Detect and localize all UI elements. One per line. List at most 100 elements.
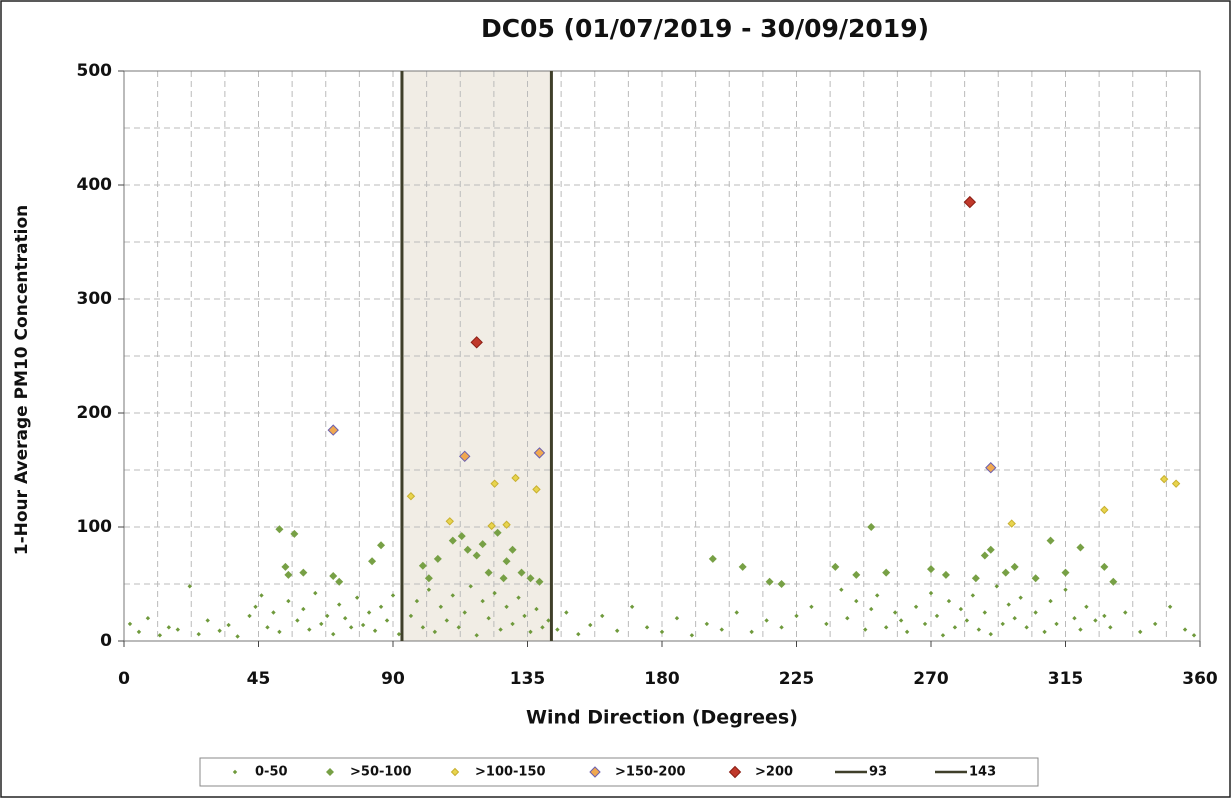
point (406, 492, 416, 501)
point (444, 618, 449, 623)
point (614, 628, 620, 633)
point (253, 604, 258, 609)
point (564, 610, 569, 615)
legend-marker (728, 765, 742, 779)
point (898, 618, 904, 623)
point (175, 627, 180, 632)
point (1191, 633, 1197, 638)
point (824, 621, 829, 627)
point (281, 562, 290, 571)
point (940, 633, 946, 638)
point (941, 570, 950, 579)
point (502, 557, 511, 566)
point (934, 613, 940, 619)
point (1000, 621, 1005, 627)
point (490, 479, 499, 488)
point (883, 625, 889, 630)
point (779, 625, 784, 630)
point (468, 584, 473, 589)
point (986, 545, 995, 554)
point (1159, 474, 1169, 484)
point (1093, 618, 1098, 623)
chart-title: DC05 (01/07/2019 - 30/09/2019) (481, 14, 929, 43)
point (384, 618, 390, 623)
point (508, 545, 517, 554)
point (892, 610, 898, 615)
point (275, 525, 284, 534)
point (1102, 613, 1107, 619)
point (1012, 616, 1017, 621)
point (448, 536, 457, 545)
point (1108, 625, 1113, 630)
point (377, 541, 386, 550)
point (1001, 568, 1010, 577)
point (528, 629, 533, 635)
point (187, 584, 192, 589)
y-tick-label: 300 (77, 289, 113, 309)
point (1042, 629, 1047, 635)
x-axis-label: Wind Direction (Degrees) (526, 707, 798, 729)
point (927, 565, 935, 574)
point (235, 634, 240, 639)
point (450, 593, 455, 598)
point (372, 628, 378, 633)
point (517, 568, 526, 577)
point (445, 517, 454, 526)
x-tick-label: 135 (510, 669, 546, 689)
x-tick-label: 180 (644, 669, 680, 689)
point (426, 587, 432, 592)
point (378, 604, 384, 609)
point (463, 545, 472, 554)
point (492, 590, 497, 596)
point (1167, 604, 1173, 609)
point (719, 627, 724, 632)
point (127, 621, 133, 627)
legend-label: >50-100 (350, 765, 412, 780)
point (196, 631, 201, 637)
point (546, 618, 551, 623)
point (532, 485, 541, 494)
point (408, 613, 414, 619)
point (1024, 625, 1029, 630)
point (487, 521, 496, 531)
point (277, 629, 282, 635)
point (854, 598, 859, 604)
point (839, 587, 844, 592)
point (738, 562, 747, 571)
point (478, 540, 487, 549)
legend-label: >150-200 (615, 765, 686, 780)
point (502, 520, 511, 529)
point (600, 613, 605, 619)
point (1171, 479, 1181, 488)
point (535, 577, 544, 586)
point (420, 625, 426, 630)
point (499, 574, 508, 583)
point (396, 631, 402, 637)
point (689, 633, 695, 638)
point (952, 625, 958, 630)
point (1152, 621, 1158, 627)
point (462, 610, 467, 615)
point (295, 618, 300, 623)
point (348, 625, 354, 630)
point (522, 613, 527, 619)
point (1010, 562, 1019, 571)
legend-marker (326, 768, 334, 776)
point (946, 598, 952, 604)
y-tick-label: 500 (77, 61, 113, 81)
point (794, 613, 799, 619)
point (922, 621, 928, 627)
point (674, 616, 680, 621)
point (1046, 536, 1055, 545)
point (809, 604, 814, 609)
point (327, 424, 339, 436)
point (510, 621, 515, 627)
point (1054, 621, 1059, 627)
point (845, 616, 850, 621)
point (516, 595, 521, 600)
point (1138, 629, 1143, 635)
point (988, 631, 993, 637)
point (994, 584, 999, 589)
legend-label: 0-50 (255, 765, 288, 780)
